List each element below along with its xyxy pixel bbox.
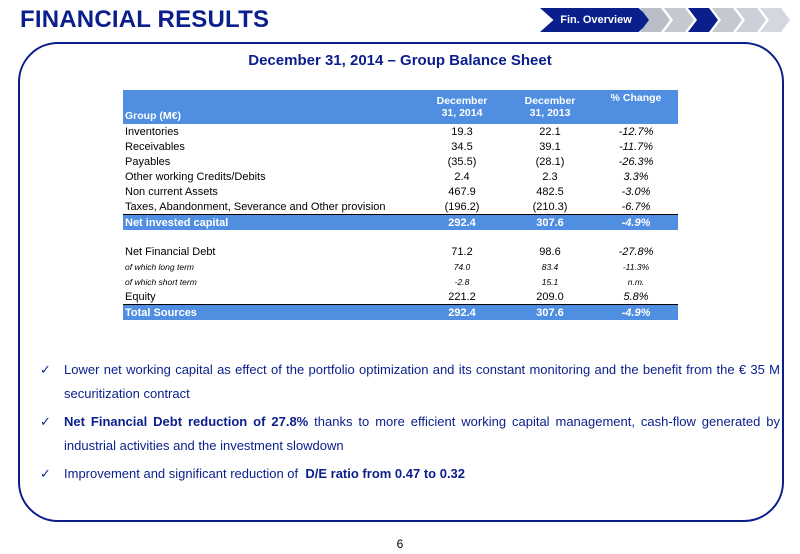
check-icon: ✓	[40, 414, 51, 429]
col-header-2013: December 31, 2013	[506, 90, 594, 124]
content-frame	[18, 42, 784, 522]
page-title: FINANCIAL RESULTS	[20, 6, 270, 33]
table-row: of which short term -2.8 15.1 n.m.	[125, 276, 645, 287]
table-row: Taxes, Abandonment, Severance and Other …	[123, 199, 678, 215]
nav-item-fin-overview[interactable]: Fin. Overview	[540, 8, 652, 32]
col-header-change: % Change	[594, 90, 678, 124]
bullet-item: ✓ Lower net working capital as effect of…	[40, 358, 780, 406]
bullet-list: ✓ Lower net working capital as effect of…	[40, 358, 780, 490]
page-number: 6	[396, 537, 404, 551]
table-header-row: Group (M€) December 31, 2014 December 31, …	[123, 90, 678, 124]
table-row: Receivables 34.5 39.1 -11.7%	[125, 140, 654, 153]
table-row-net-invested-capital: Net invested capital 292.4 307.6 -4.9%	[123, 214, 678, 230]
table-row: Net Financial Debt 71.2 98.6 -27.8%	[125, 245, 654, 258]
bullet-item: ✓ Net Financial Debt reduction of 27.8% …	[40, 410, 780, 458]
table-spacer	[123, 230, 678, 244]
table-row: Non current Assets 467.9 482.5 -3.0%	[125, 185, 651, 198]
section-nav: Fin. Overview	[540, 8, 795, 32]
table-row-total-sources: Total Sources 292.4 307.6 -4.9%	[123, 304, 678, 320]
table-row: of which long term 74.0 83.4 -11.3%	[125, 261, 650, 272]
col-header-group: Group (M€)	[123, 90, 418, 124]
table-row: Payables (35.5) (28.1) -26.3%	[125, 155, 654, 168]
check-icon: ✓	[40, 466, 51, 481]
balance-sheet-table: Group (M€) December 31, 2014 December 31, …	[123, 90, 678, 320]
table-row: Other working Credits/Debits 2.4 2.3 3.3%	[125, 170, 649, 183]
col-header-2014: December 31, 2014	[418, 90, 506, 124]
check-icon: ✓	[40, 362, 51, 377]
table-row: Equity 221.2 209.0 5.8%	[123, 289, 678, 305]
slide-subtitle: December 31, 2014 – Group Balance Sheet	[248, 52, 552, 69]
bullet-item: ✓ Improvement and significant reduction …	[40, 462, 780, 486]
table-row: Inventories 19.3 22.1 -12.7%	[125, 125, 654, 138]
